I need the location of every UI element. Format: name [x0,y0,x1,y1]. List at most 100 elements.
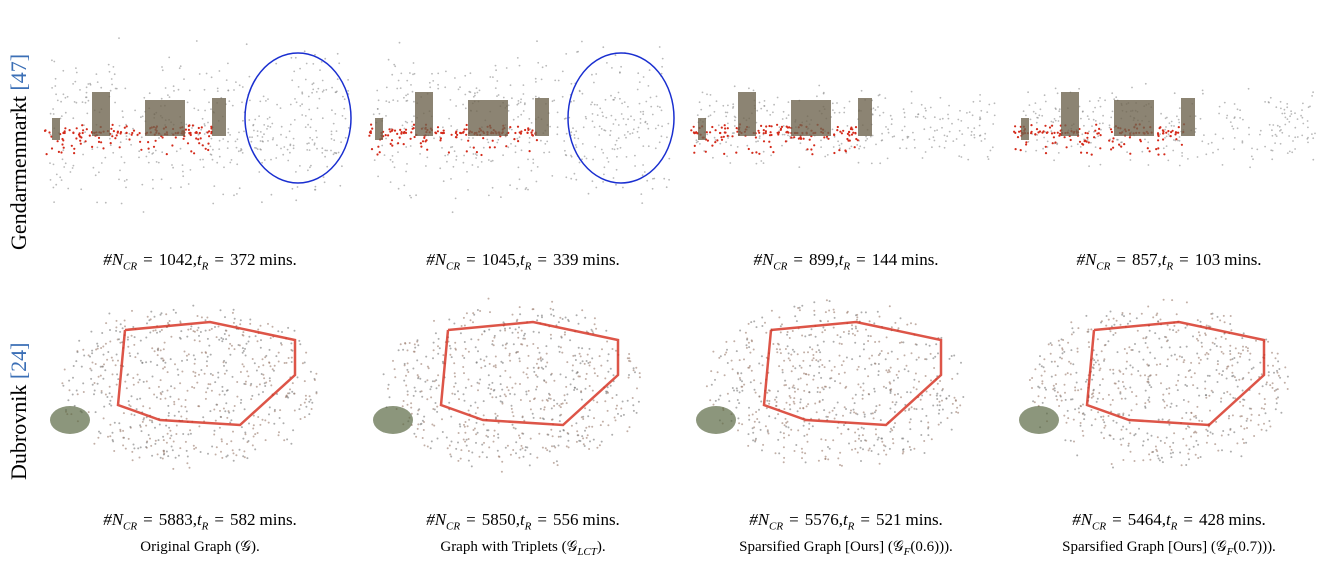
point [1102,398,1104,400]
point [1239,415,1241,417]
point [244,432,246,434]
point [442,126,444,128]
point [1129,364,1131,366]
point [554,447,556,449]
point [443,130,445,132]
point [536,386,538,388]
point [1181,356,1183,358]
point [844,372,846,374]
point [55,93,57,95]
point [615,119,617,121]
point [969,111,971,113]
point [238,150,240,152]
point [260,339,262,341]
title-end: )). [1262,539,1276,555]
point [1145,342,1147,344]
point [782,134,784,136]
point [72,83,74,85]
symbol-t-sub: R [202,260,209,272]
point [543,409,545,411]
point [1043,366,1045,368]
point [279,409,281,411]
point [139,379,141,381]
point [207,453,209,455]
point [1077,348,1079,350]
point [904,354,906,356]
point [900,396,902,398]
point [215,454,217,456]
t-r-value: 556 [553,510,579,529]
point [409,342,411,344]
point [173,401,175,403]
point [748,148,750,150]
point [145,425,147,427]
point [761,355,763,357]
point [389,131,391,133]
point [1233,128,1235,130]
point [98,171,100,173]
point [1051,132,1053,134]
point [1312,91,1314,93]
point [86,113,88,115]
point [889,408,891,410]
point [1181,464,1183,466]
point [471,465,473,467]
point [536,363,538,365]
point [1132,367,1134,369]
point [1014,125,1016,127]
point [712,157,714,159]
point [857,452,859,454]
point [559,317,561,319]
point [262,364,264,366]
point [1178,126,1180,128]
point [1193,446,1195,448]
point [1137,330,1139,332]
point [468,410,470,412]
point [199,132,201,134]
point [659,141,661,143]
point [646,123,648,125]
point [572,127,574,129]
point [610,368,612,370]
point [762,444,764,446]
point [777,390,779,392]
point [465,107,467,109]
point [883,450,885,452]
point [414,347,416,349]
point [565,176,567,178]
point [762,364,764,366]
point [267,125,269,127]
point [501,471,503,473]
point [212,203,214,205]
point [142,405,144,407]
point [1120,324,1122,326]
symbol-t-sub: R [843,260,850,272]
point [724,124,726,126]
point [867,375,869,377]
symbol-n-sub: CR [123,260,137,272]
point [825,416,827,418]
point [168,57,170,59]
point [902,451,904,453]
point [272,368,274,370]
point [419,153,421,155]
point [444,86,446,88]
point [420,146,422,148]
point [146,380,148,382]
point [377,176,379,178]
point [863,390,865,392]
point [550,338,552,340]
point [518,100,520,102]
point [802,407,804,409]
point [511,408,513,410]
point [638,127,640,129]
point [469,146,471,148]
equals: = [1179,250,1189,269]
point [1300,115,1302,117]
point [897,358,899,360]
point [836,129,838,131]
point [852,333,854,335]
equals: = [793,250,803,269]
point [553,315,555,317]
point [940,337,942,339]
